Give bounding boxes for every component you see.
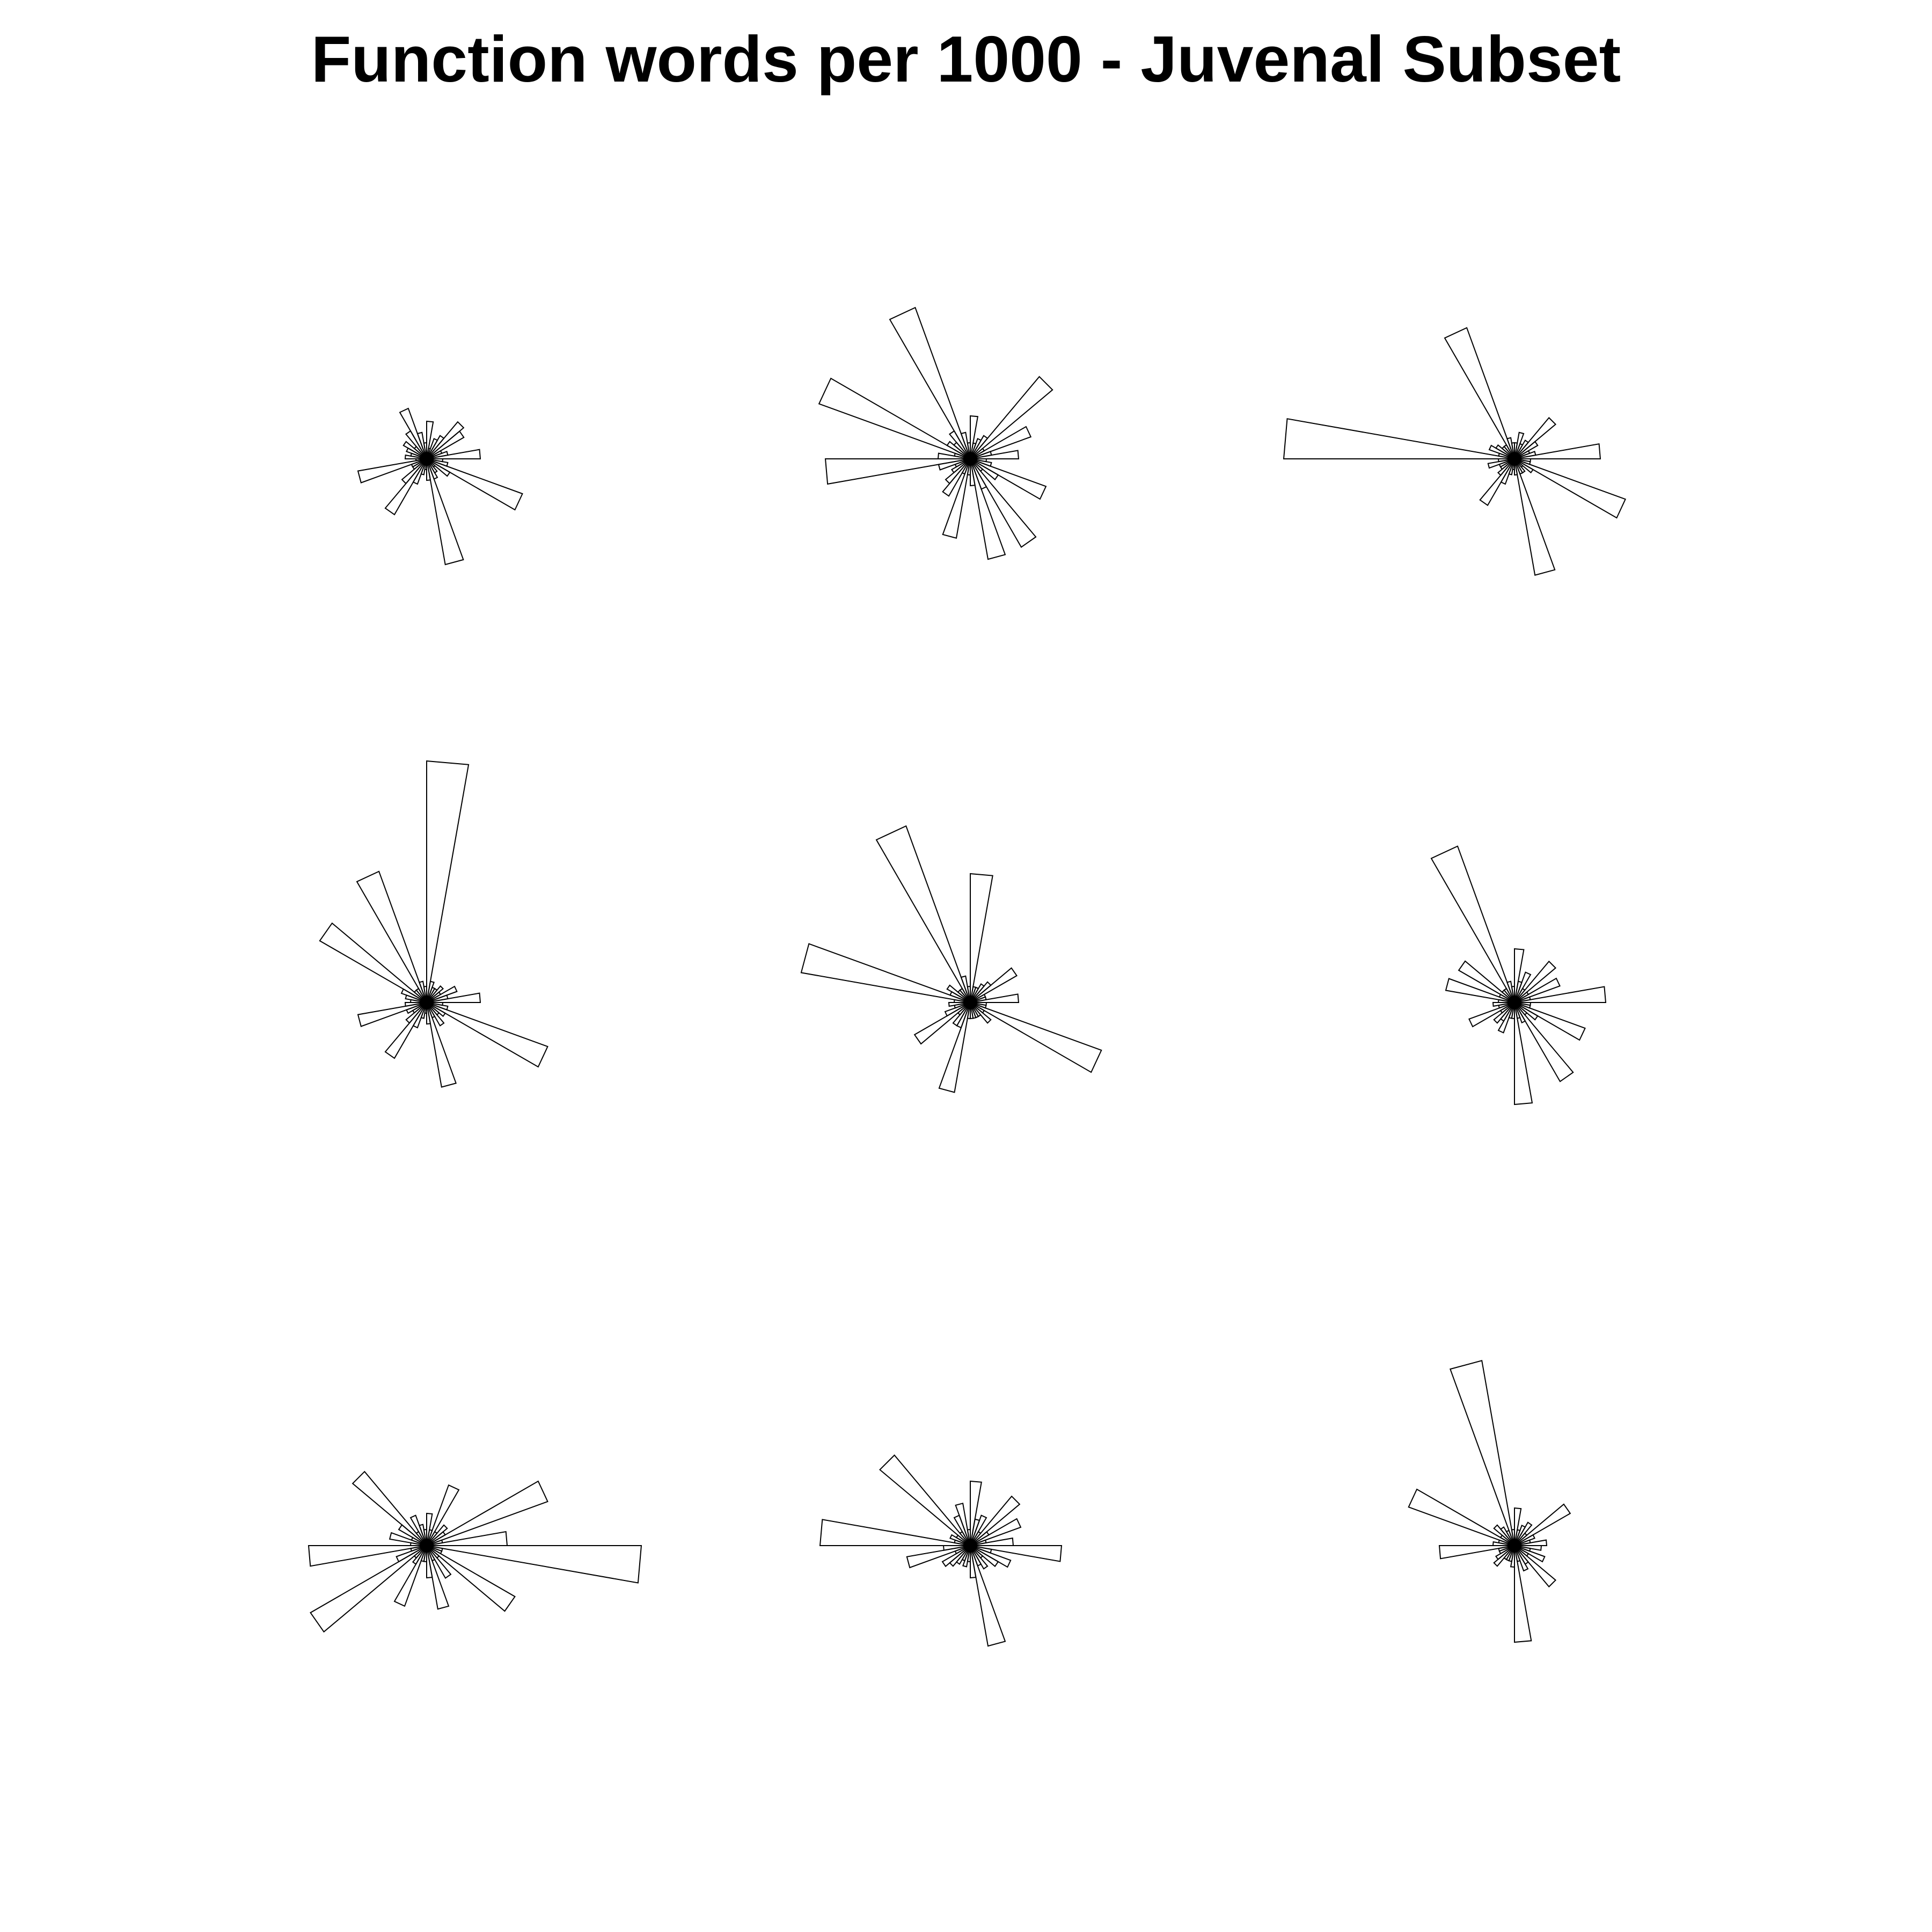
star-6-ray-28 <box>1514 1002 1533 1106</box>
star-7-ray-36 <box>426 1545 642 1584</box>
star-1-ray-24 <box>384 458 427 516</box>
star-8-ray-3 <box>970 1518 1022 1546</box>
chart-title: Function words per 1000 - Juvenal Subset <box>311 23 1621 96</box>
star-2-ray-1 <box>970 450 1020 459</box>
star-5-ray-9 <box>970 873 993 1003</box>
star-5-ray-34 <box>970 1002 1102 1073</box>
star-7-ray-14 <box>352 1470 427 1546</box>
star-9-ray-4 <box>1514 1503 1571 1546</box>
star-4-ray-1 <box>426 992 481 1003</box>
star-1-ray-29 <box>426 458 464 566</box>
star-glyph-3 <box>1283 327 1627 576</box>
star-7-ray-29 <box>426 1545 450 1610</box>
star-9-ray-11 <box>1449 1360 1515 1546</box>
star-glyph-1 <box>357 407 523 566</box>
star-5-ray-12 <box>875 825 971 1003</box>
star-6-ray-21 <box>1468 1002 1515 1028</box>
star-glyph-7 <box>308 1470 642 1633</box>
star-6-ray-34 <box>1514 1002 1586 1041</box>
star-8-ray-18 <box>819 1519 971 1546</box>
star-5-ray-17 <box>800 943 971 1003</box>
star-7-ray-19 <box>308 1545 427 1567</box>
star-6-ray-9 <box>1514 948 1525 1003</box>
star-6-ray-31 <box>1514 1002 1574 1082</box>
star-8-ray-20 <box>906 1545 971 1569</box>
star-5-ray-26 <box>938 1002 971 1093</box>
star-6-ray-3 <box>1514 977 1561 1003</box>
star-glyph-4 <box>319 760 548 1088</box>
star-8-ray-5 <box>970 1495 1021 1546</box>
star-4-ray-9 <box>426 760 470 1003</box>
star-9-ray-19 <box>1438 1545 1515 1560</box>
star-5-ray-1 <box>970 993 1020 1003</box>
star-1-ray-1 <box>426 449 481 459</box>
star-2-ray-19 <box>824 458 971 485</box>
star-8-ray-29 <box>970 1545 1006 1647</box>
star-6-ray-5 <box>1514 960 1557 1003</box>
star-6-ray-36 <box>1514 1002 1532 1006</box>
star-4-ray-24 <box>384 1002 427 1059</box>
star-1-ray-9 <box>426 420 434 459</box>
star-5-ray-36 <box>970 1002 987 1006</box>
star-6-ray-17 <box>1445 978 1515 1003</box>
star-2-ray-5 <box>970 376 1053 459</box>
star-2-ray-9 <box>970 415 979 459</box>
star-4-ray-12 <box>356 870 427 1003</box>
star-glyph-9 <box>1408 1360 1571 1643</box>
star-1-ray-36 <box>426 458 444 463</box>
star-3-ray-12 <box>1444 327 1515 459</box>
star-8-ray-14 <box>879 1454 971 1546</box>
star-3-ray-18 <box>1283 418 1515 459</box>
star-9-ray-28 <box>1514 1545 1532 1643</box>
star-3-ray-1 <box>1514 443 1601 459</box>
star-2-ray-3 <box>970 426 1032 459</box>
star-4-ray-15 <box>319 922 427 1003</box>
star-9-ray-9 <box>1514 1507 1522 1546</box>
star-2-ray-34 <box>970 458 1047 500</box>
star-2-ray-12 <box>889 306 971 459</box>
star-4-ray-29 <box>426 1002 457 1088</box>
star-9-ray-16 <box>1408 1488 1515 1546</box>
star-3-ray-5 <box>1514 416 1557 459</box>
star-2-ray-16 <box>818 377 971 459</box>
star-1-ray-20 <box>357 458 427 484</box>
star-6-ray-12 <box>1430 845 1515 1003</box>
star-glyph-8 <box>819 1454 1063 1647</box>
star-6-ray-15 <box>1458 960 1515 1003</box>
star-8-ray-9 <box>970 1480 982 1546</box>
star-7-ray-17 <box>389 1532 427 1546</box>
star-glyph-5 <box>800 825 1102 1093</box>
star-7-ray-31 <box>426 1545 452 1579</box>
star-7-ray-22 <box>310 1545 427 1633</box>
star-2-ray-24 <box>942 458 971 497</box>
star-3-ray-29 <box>1514 458 1556 576</box>
star-2-ray-36 <box>970 458 987 463</box>
star-9-ray-36 <box>1514 1545 1542 1551</box>
star-2-ray-29 <box>970 458 1006 560</box>
star-8-ray-36 <box>970 1545 1063 1562</box>
star-4-ray-36 <box>426 1002 444 1006</box>
star-7-ray-7 <box>426 1484 460 1546</box>
star-glyph-6 <box>1430 845 1607 1106</box>
star-7-ray-33 <box>426 1545 516 1612</box>
star-1-ray-34 <box>426 458 523 511</box>
star-9-ray-32 <box>1514 1545 1557 1588</box>
star-3-ray-34 <box>1514 458 1627 519</box>
star-2-ray-26 <box>942 458 971 539</box>
star-5-ray-22 <box>913 1002 971 1045</box>
star-2-ray-31 <box>970 458 1037 548</box>
star-7-ray-25 <box>393 1545 427 1607</box>
star-glyph-2 <box>818 306 1053 560</box>
star-6-ray-1 <box>1514 986 1607 1003</box>
star-3-ray-36 <box>1514 458 1532 463</box>
star-4-ray-34 <box>426 1002 548 1068</box>
star-3-ray-24 <box>1479 458 1515 507</box>
star-7-ray-3 <box>426 1480 548 1546</box>
star-4-ray-20 <box>357 1002 427 1027</box>
